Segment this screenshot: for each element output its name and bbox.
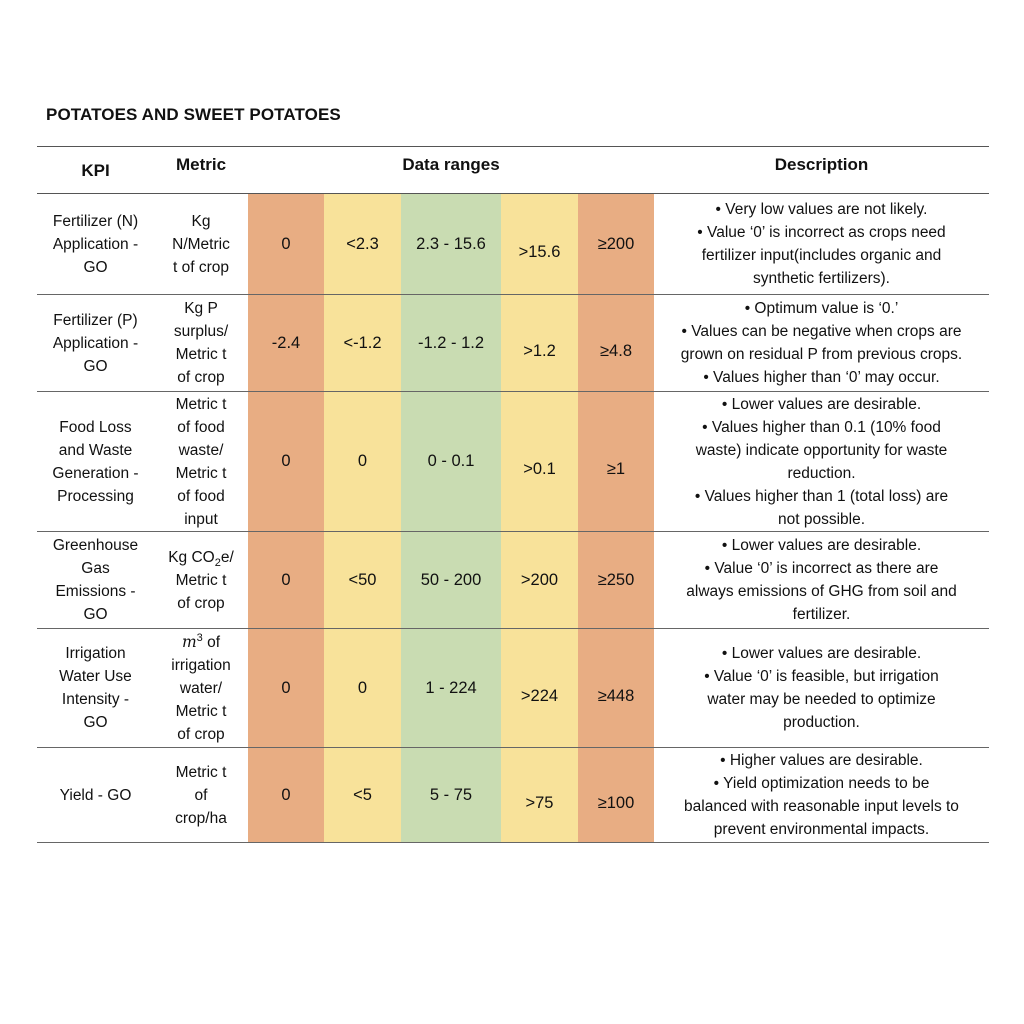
range-cell-yellow-high: >224 xyxy=(501,628,578,748)
range-cell-green: 0 - 0.1 xyxy=(401,391,501,532)
page-title: POTATOES AND SWEET POTATOES xyxy=(46,105,341,124)
metric-column-header: Metric xyxy=(154,146,248,194)
range-cell-red-high: ≥1 xyxy=(578,391,654,532)
range-cell-yellow-low: 0 xyxy=(324,391,401,532)
range-cell-green: 50 - 200 xyxy=(401,531,501,629)
range-cell-green: 1 - 224 xyxy=(401,628,501,748)
range-cell-green: 2.3 - 15.6 xyxy=(401,193,501,295)
description-cell: • Lower values are desirable. • Values h… xyxy=(654,391,989,532)
description-cell: • Very low values are not likely. • Valu… xyxy=(654,193,989,295)
range-cell-yellow-high: >75 xyxy=(501,747,578,843)
range-cell-red-low: 0 xyxy=(248,747,324,843)
range-cell-red-high: ≥200 xyxy=(578,193,654,295)
range-cell-yellow-high: >200 xyxy=(501,531,578,629)
metric-cell: Metric t of crop/ha xyxy=(154,747,248,843)
range-cell-yellow-low: <5 xyxy=(324,747,401,843)
range-cell-yellow-low: 0 xyxy=(324,628,401,748)
kpi-cell: Fertilizer (P) Application - GO xyxy=(37,294,154,392)
range-cell-yellow-high: >15.6 xyxy=(501,193,578,295)
metric-cell: Kg CO2e/ Metric t of crop xyxy=(154,531,248,629)
metric-cell: Kg N/Metric t of crop xyxy=(154,193,248,295)
range-cell-red-high: ≥100 xyxy=(578,747,654,843)
metric-m3-line: m3 of xyxy=(181,631,221,651)
description-cell: • Higher values are desirable. • Yield o… xyxy=(654,747,989,843)
kpi-cell: Fertilizer (N) Application - GO xyxy=(37,193,154,295)
kpi-cell: Yield - GO xyxy=(37,747,154,843)
kpi-cell: Food Loss and Waste Generation - Process… xyxy=(37,391,154,532)
range-cell-yellow-low: <50 xyxy=(324,531,401,629)
range-cell-red-low: 0 xyxy=(248,193,324,295)
metric-cell: Kg P surplus/ Metric t of crop xyxy=(154,294,248,392)
description-column-header: Description xyxy=(654,146,989,194)
table-row: Yield - GO Metric t of crop/ha 0 <5 5 - … xyxy=(37,747,989,843)
range-cell-red-high: ≥448 xyxy=(578,628,654,748)
range-cell-green: -1.2 - 1.2 xyxy=(401,294,501,392)
range-cell-red-high: ≥250 xyxy=(578,531,654,629)
table-row: Fertilizer (N) Application - GO Kg N/Met… xyxy=(37,193,989,295)
header-row: KPI Metric Data ranges Description xyxy=(37,146,989,194)
range-cell-red-high: ≥4.8 xyxy=(578,294,654,392)
kpi-table: KPI Metric Data ranges Description Ferti… xyxy=(37,146,989,843)
kpi-column-header: KPI xyxy=(37,146,154,194)
range-cell-red-low: -2.4 xyxy=(248,294,324,392)
table-row: Irrigation Water Use Intensity - GO m3 o… xyxy=(37,628,989,748)
description-cell: • Optimum value is ‘0.’ • Values can be … xyxy=(654,294,989,392)
description-cell: • Lower values are desirable. • Value ‘0… xyxy=(654,531,989,629)
range-cell-red-low: 0 xyxy=(248,531,324,629)
table-row: Greenhouse Gas Emissions - GO Kg CO2e/ M… xyxy=(37,531,989,629)
metric-co2e-line: Kg CO2e/ xyxy=(168,548,234,569)
range-cell-yellow-low: <-1.2 xyxy=(324,294,401,392)
metric-cell: m3 of irrigation water/ Metric t of crop xyxy=(154,628,248,748)
metric-cell: Metric t of food waste/ Metric t of food… xyxy=(154,391,248,532)
range-cell-yellow-high: >1.2 xyxy=(501,294,578,392)
table-row: Food Loss and Waste Generation - Process… xyxy=(37,391,989,532)
kpi-cell: Greenhouse Gas Emissions - GO xyxy=(37,531,154,629)
data-ranges-column-header: Data ranges xyxy=(248,146,654,194)
table-row: Fertilizer (P) Application - GO Kg P sur… xyxy=(37,294,989,392)
range-cell-yellow-low: <2.3 xyxy=(324,193,401,295)
range-cell-yellow-high: >0.1 xyxy=(501,391,578,532)
range-cell-green: 5 - 75 xyxy=(401,747,501,843)
description-cell: • Lower values are desirable. • Value ‘0… xyxy=(654,628,989,748)
range-cell-red-low: 0 xyxy=(248,628,324,748)
kpi-cell: Irrigation Water Use Intensity - GO xyxy=(37,628,154,748)
range-cell-red-low: 0 xyxy=(248,391,324,532)
